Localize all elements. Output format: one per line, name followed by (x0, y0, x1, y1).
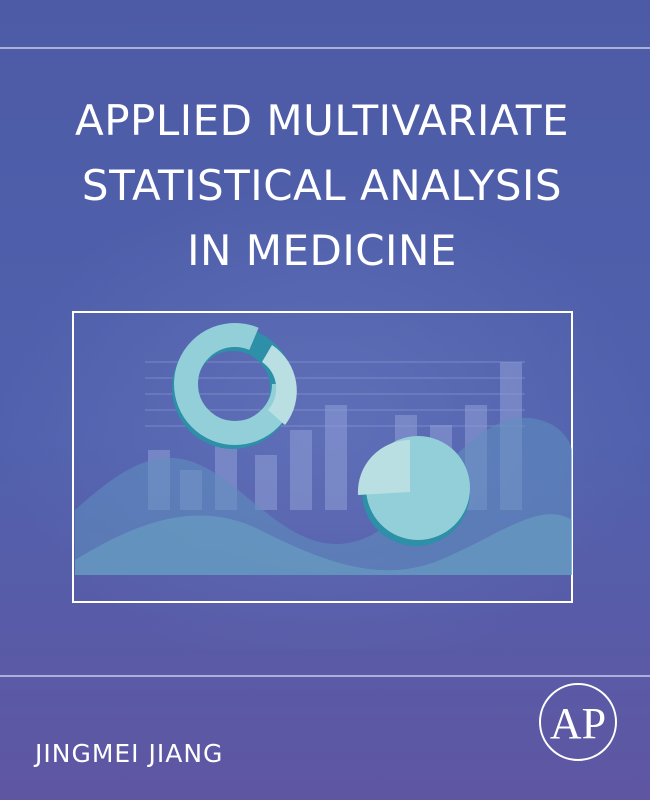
logo-ring (539, 683, 617, 761)
author: JINGMEI JIANG (33, 739, 223, 768)
cover-illustration (72, 311, 573, 603)
illustration-wave (75, 417, 572, 575)
title-line: STATISTICAL ANALYSIS (82, 161, 562, 210)
publisher-logo: AP (539, 683, 617, 761)
pie-segment (357, 439, 410, 495)
donut-segment (262, 345, 297, 425)
logo-text: AP (550, 699, 606, 748)
illustration-wave (75, 514, 572, 575)
title-line: APPLIED MULTIVARIATE (75, 96, 569, 145)
title-line: IN MEDICINE (187, 226, 457, 275)
